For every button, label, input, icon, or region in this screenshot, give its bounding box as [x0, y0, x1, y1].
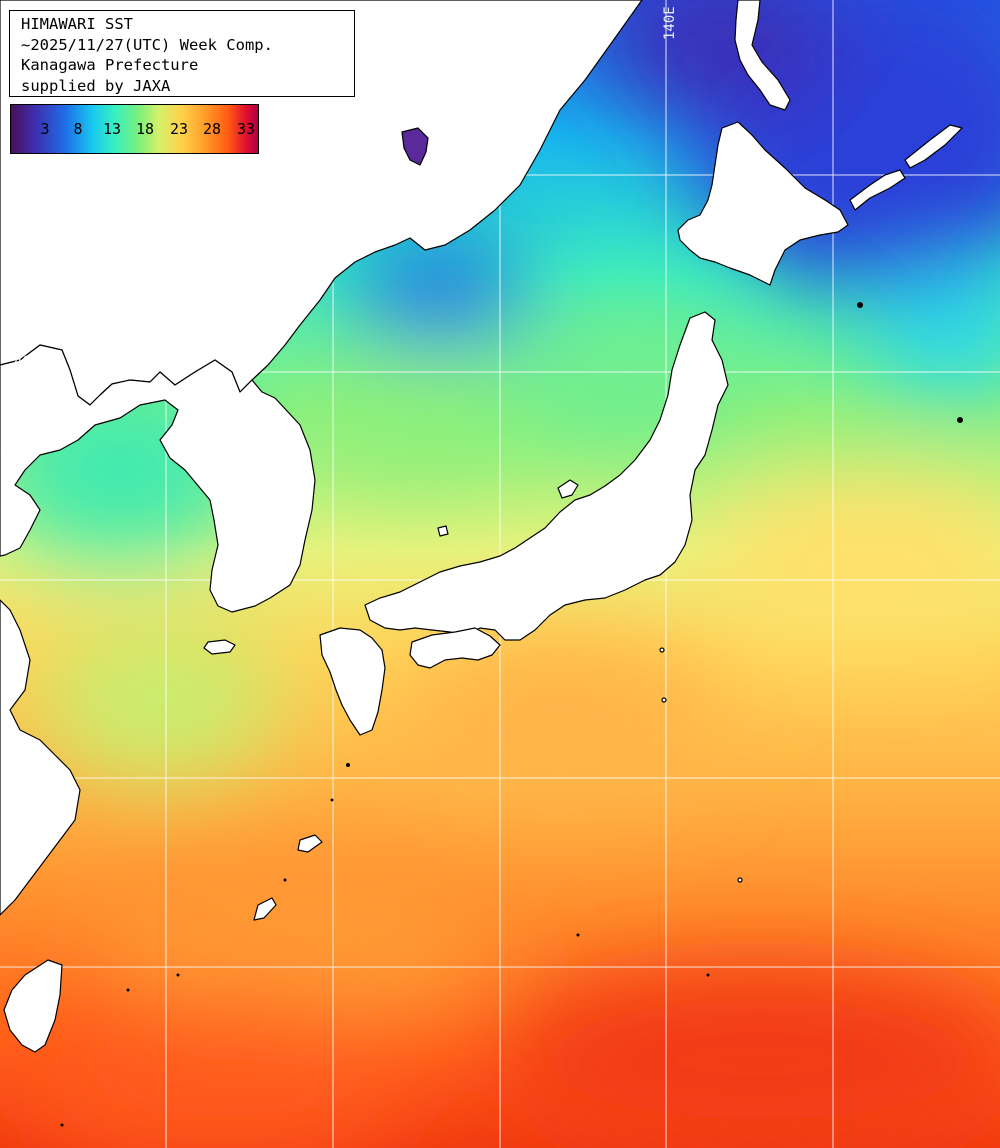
small-islands: [60, 302, 963, 1127]
korean-peninsula: [0, 344, 316, 613]
title-line-2: ~2025/11/27(UTC) Week Comp.: [21, 35, 273, 54]
china-coast: [0, 599, 81, 916]
ryukyu-islands-2: [253, 897, 277, 921]
taiwan: [3, 959, 63, 1053]
color-legend: 3 8 13 18 23 28 33: [10, 104, 259, 154]
kuril-islands-2: [904, 124, 963, 169]
legend-label: 18: [135, 120, 155, 138]
legend-label: 23: [169, 120, 189, 138]
hokkaido: [677, 121, 849, 286]
sado-island: [557, 479, 579, 499]
izu-island: [661, 697, 667, 703]
bonin-island: [737, 877, 743, 883]
legend-label: 28: [202, 120, 222, 138]
legend-label: 13: [102, 120, 122, 138]
lon-label-140e: 140E: [662, 6, 678, 40]
shikoku: [409, 627, 501, 669]
title-line-3: Kanagawa Prefecture: [21, 56, 199, 74]
title-box: HIMAWARI SST ~2025/11/27(UTC) Week Comp.…: [9, 10, 355, 97]
jeju-island: [203, 639, 236, 655]
legend-label: 8: [73, 120, 83, 138]
title-line-4: supplied by JAXA: [21, 76, 171, 95]
oki-island: [437, 525, 449, 537]
dokdo-island: [401, 127, 429, 166]
legend-label: 33: [236, 120, 256, 138]
kuril-islands: [849, 169, 906, 211]
legend-label: 3: [40, 120, 50, 138]
kyushu: [319, 627, 386, 736]
ryukyu-islands: [297, 834, 323, 853]
sakhalin-island: [734, 0, 791, 111]
lat-label-40n: 40N: [14, 354, 40, 370]
title-line-1: HIMAWARI SST: [21, 15, 133, 33]
honshu: [364, 311, 729, 641]
izu-island: [659, 647, 665, 653]
land-layer: [0, 0, 963, 1053]
